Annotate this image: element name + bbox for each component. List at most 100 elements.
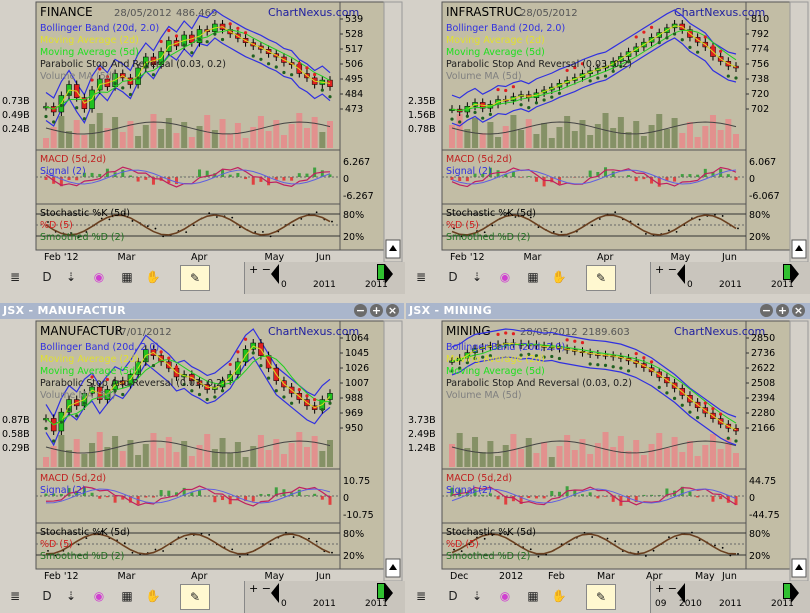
legend-stochk: Stochastic %K (5d) bbox=[446, 527, 536, 538]
legend-stochk: Stochastic %K (5d) bbox=[446, 208, 536, 219]
color-wheel-icon[interactable]: ◉ bbox=[93, 270, 105, 284]
zoom-buttons[interactable]: + − bbox=[249, 263, 271, 276]
price-tick: 2508 bbox=[751, 378, 775, 389]
d-button[interactable]: D bbox=[448, 589, 458, 603]
brand-label: ChartNexus.com bbox=[268, 6, 359, 19]
volume-tick: 0.24B bbox=[2, 124, 30, 135]
volume-tick: 2.35B bbox=[408, 96, 436, 107]
chart-icon[interactable]: ▦ bbox=[527, 589, 539, 603]
maximize-icon[interactable]: + bbox=[370, 304, 383, 317]
slider-green-marker[interactable] bbox=[377, 264, 385, 280]
legend-vol: Volume MA (5d) bbox=[40, 71, 116, 82]
slider-green-marker[interactable] bbox=[783, 264, 791, 280]
slider-extra-year-label: 2010 bbox=[679, 599, 702, 609]
legend-vol: Volume MA (5d) bbox=[446, 390, 522, 401]
slider-green-marker[interactable] bbox=[783, 583, 791, 599]
d-button[interactable]: D bbox=[448, 270, 458, 284]
slider-right-handle-icon[interactable] bbox=[791, 264, 799, 284]
month-label: May bbox=[265, 571, 285, 581]
price-tick: 1045 bbox=[345, 348, 369, 359]
chart-panel-mining: JSX - MINING − + × MINING 28/05/2012 2189.603 C… bbox=[406, 303, 810, 613]
stoch-tick: 20% bbox=[343, 232, 364, 243]
d-button[interactable]: D bbox=[42, 589, 52, 603]
legend-stochk: Stochastic %K (5d) bbox=[40, 527, 130, 538]
last-price: 2189.603 bbox=[582, 327, 630, 338]
volume-tick: 0.58B bbox=[2, 429, 30, 440]
volume-tick: 3.73B bbox=[408, 415, 436, 426]
slider-left-handle-icon[interactable] bbox=[677, 583, 685, 603]
cursor-icon[interactable]: ⇣ bbox=[471, 270, 483, 284]
slider-left-handle-icon[interactable] bbox=[271, 264, 279, 284]
slider-year-label: 2011 bbox=[719, 280, 742, 290]
slider-right-handle-icon[interactable] bbox=[385, 264, 393, 284]
edit-icon[interactable]: ✎ bbox=[586, 584, 616, 610]
minimize-icon[interactable]: − bbox=[354, 304, 367, 317]
price-tick: 774 bbox=[751, 44, 769, 55]
slider-right-handle-icon[interactable] bbox=[791, 583, 799, 603]
slider-green-marker[interactable] bbox=[377, 583, 385, 599]
chart-icon[interactable]: ▦ bbox=[121, 270, 133, 284]
range-slider[interactable]: + − 2011 2011 09 2010 bbox=[650, 581, 810, 613]
minimize-icon[interactable]: − bbox=[760, 304, 773, 317]
price-tick: 950 bbox=[345, 423, 363, 434]
edit-icon[interactable]: ✎ bbox=[180, 265, 210, 291]
window-titlebar[interactable]: JSX - MINING − + × bbox=[406, 303, 810, 319]
color-wheel-icon[interactable]: ◉ bbox=[93, 589, 105, 603]
price-tick: 1007 bbox=[345, 378, 369, 389]
d-button[interactable]: D bbox=[42, 270, 52, 284]
month-label: Feb '12 bbox=[44, 571, 79, 581]
edit-icon[interactable]: ✎ bbox=[586, 265, 616, 291]
window-titlebar[interactable]: JSX - MANUFACTUR − + × bbox=[0, 303, 404, 319]
chart-icon[interactable]: ▦ bbox=[121, 589, 133, 603]
maximize-icon[interactable]: + bbox=[776, 304, 789, 317]
cursor-icon[interactable]: ⇣ bbox=[65, 270, 77, 284]
stock-chart[interactable]: MINING 28/05/2012 2189.603 ChartNexus.comBo… bbox=[406, 319, 810, 581]
close-icon[interactable]: × bbox=[386, 304, 399, 317]
cursor-icon[interactable]: ⇣ bbox=[65, 589, 77, 603]
color-wheel-icon[interactable]: ◉ bbox=[499, 589, 511, 603]
chart-icon[interactable]: ▦ bbox=[527, 270, 539, 284]
month-label: Feb bbox=[548, 571, 565, 581]
list-icon[interactable]: ≣ bbox=[415, 270, 427, 284]
price-tick: 988 bbox=[345, 393, 363, 404]
list-icon[interactable]: ≣ bbox=[9, 270, 21, 284]
hand-icon[interactable]: ✋ bbox=[145, 589, 161, 603]
month-label: Jun bbox=[315, 571, 331, 581]
edit-icon[interactable]: ✎ bbox=[180, 584, 210, 610]
list-icon[interactable]: ≣ bbox=[9, 589, 21, 603]
month-label: Mar bbox=[118, 571, 136, 581]
range-slider[interactable]: + − 0 2011 2011 bbox=[650, 262, 810, 294]
scroll-arrow-icon bbox=[389, 564, 397, 570]
zoom-buttons[interactable]: + − bbox=[249, 582, 271, 595]
price-tick: 495 bbox=[345, 74, 363, 85]
zoom-buttons[interactable]: + − bbox=[655, 263, 677, 276]
last-price: 486.469 bbox=[176, 8, 217, 19]
legend-vol: Volume MA (5d) bbox=[446, 71, 522, 82]
month-label: Apr bbox=[646, 571, 663, 581]
slider-right-handle-icon[interactable] bbox=[385, 583, 393, 603]
slider-year-label-right: 2011 bbox=[771, 280, 794, 290]
close-icon[interactable]: × bbox=[792, 304, 805, 317]
legend-stochd: %D (5) bbox=[40, 220, 73, 231]
hand-icon[interactable]: ✋ bbox=[145, 270, 161, 284]
month-label: Mar bbox=[118, 252, 136, 262]
macd-tick: 6.267 bbox=[343, 157, 370, 168]
hand-icon[interactable]: ✋ bbox=[551, 589, 567, 603]
legend-stochd: %D (5) bbox=[40, 539, 73, 550]
stoch-tick: 80% bbox=[749, 529, 770, 540]
stoch-tick: 20% bbox=[343, 551, 364, 562]
slider-left-handle-icon[interactable] bbox=[677, 264, 685, 284]
cursor-icon[interactable]: ⇣ bbox=[471, 589, 483, 603]
color-wheel-icon[interactable]: ◉ bbox=[499, 270, 511, 284]
slider-left-handle-icon[interactable] bbox=[271, 583, 279, 603]
hand-icon[interactable]: ✋ bbox=[551, 270, 567, 284]
zoom-buttons[interactable]: + − bbox=[655, 582, 677, 595]
range-slider[interactable]: + − 0 2011 2011 bbox=[244, 262, 405, 294]
stock-chart[interactable]: FINANCE 28/05/2012 486.469 ChartNexus.com Bo… bbox=[0, 0, 404, 262]
price-tick: 810 bbox=[751, 14, 769, 25]
range-slider[interactable]: + − 0 2011 2011 bbox=[244, 581, 405, 613]
brand-label: ChartNexus.com bbox=[268, 325, 359, 338]
list-icon[interactable]: ≣ bbox=[415, 589, 427, 603]
